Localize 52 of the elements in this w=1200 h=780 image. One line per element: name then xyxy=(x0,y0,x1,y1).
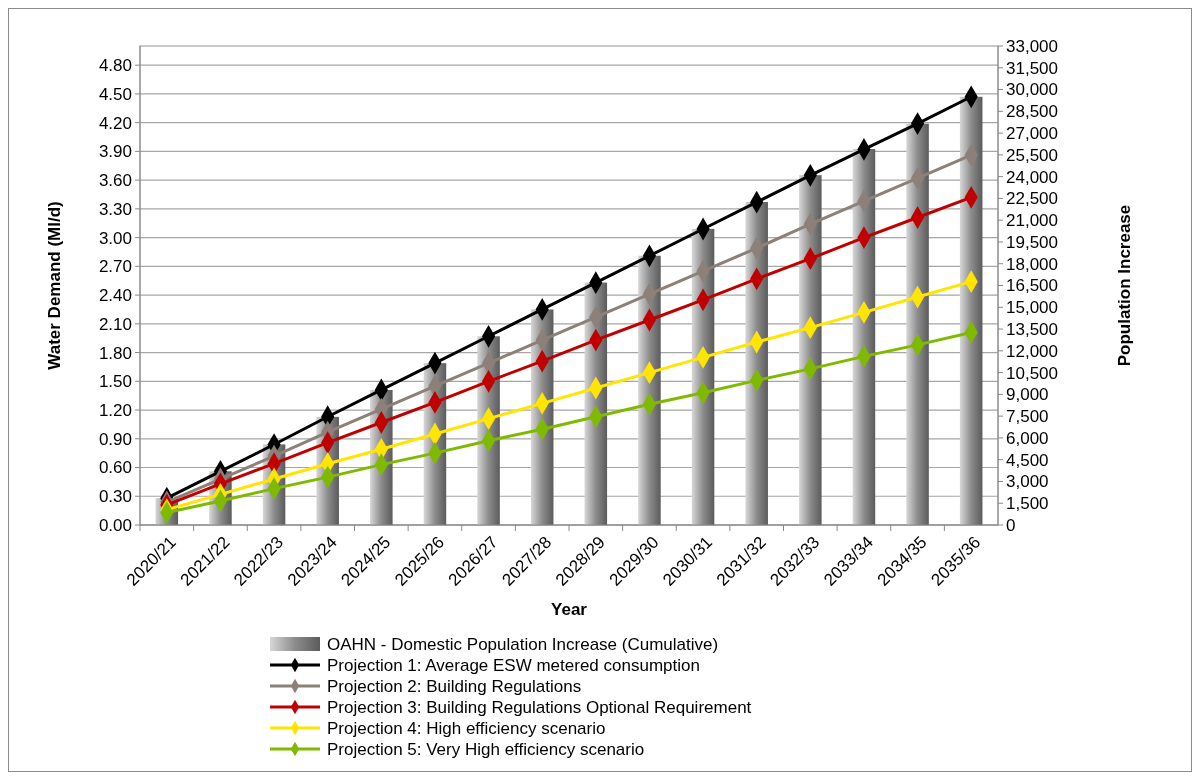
y2-tick-label: 1,500 xyxy=(1006,494,1049,514)
y2-tick-label: 15,000 xyxy=(1006,298,1058,318)
y2-tick-label: 12,000 xyxy=(1006,341,1058,361)
y-tick-label: 2.40 xyxy=(98,286,132,306)
legend-label: OAHN - Domestic Population Increase (Cumulative) xyxy=(327,634,719,654)
legend-label: Projection 1: Average ESW metered consumption xyxy=(327,655,700,675)
y-tick-label: 3.90 xyxy=(98,142,132,162)
y-tick-label: 4.50 xyxy=(98,84,132,104)
y2-tick-label: 25,500 xyxy=(1006,145,1058,165)
y-tick-label: 4.80 xyxy=(98,56,132,76)
y-tick-label: 3.00 xyxy=(98,228,132,248)
y-tick-label: 1.50 xyxy=(98,372,132,392)
legend-label: Projection 3: Building Regulations Optional Requirement xyxy=(327,697,752,717)
y2-tick-label: 4,500 xyxy=(1006,450,1049,470)
legend-label: Projection 2: Building Regulations xyxy=(327,676,582,696)
y2-tick-label: 28,500 xyxy=(1006,102,1058,122)
y2-tick-label: 9,000 xyxy=(1006,385,1049,405)
y2-tick-label: 13,500 xyxy=(1006,320,1058,339)
y-tick-label: 3.30 xyxy=(98,199,132,219)
y2-tick-label: 18,000 xyxy=(1006,254,1058,274)
y-axis-title: Water Demand (Ml/d) xyxy=(45,201,64,370)
y-tick-label: 0.90 xyxy=(98,429,132,449)
legend-label: Projection 5: Very High efficiency scenario xyxy=(327,739,645,759)
y-tick-label: 0.00 xyxy=(98,515,132,535)
y2-tick-label: 24,000 xyxy=(1006,167,1058,187)
x-axis-title: Year xyxy=(551,600,588,619)
y2-tick-label: 22,500 xyxy=(1006,189,1058,209)
bar xyxy=(906,123,929,525)
y2-axis-title: Population Increase xyxy=(1115,204,1134,367)
y2-tick-label: 30,000 xyxy=(1006,80,1058,100)
y-tick-label: 1.80 xyxy=(98,343,132,363)
y2-tick-label: 33,000 xyxy=(1006,36,1058,56)
y-tick-label: 3.60 xyxy=(98,171,132,191)
bar xyxy=(959,96,983,525)
y-tick-label: 0.60 xyxy=(98,458,132,478)
y2-tick-label: 16,500 xyxy=(1006,276,1058,296)
y2-tick-label: 0 xyxy=(1006,515,1016,535)
y-tick-label: 2.10 xyxy=(98,314,132,334)
y2-tick-label: 3,000 xyxy=(1006,472,1049,492)
y2-tick-label: 7,500 xyxy=(1006,407,1049,427)
y-tick-label: 0.30 xyxy=(98,487,132,507)
legend-label: Projection 4: High efficiency scenario xyxy=(327,718,606,738)
y2-tick-label: 31,500 xyxy=(1006,58,1058,78)
y2-tick-label: 27,000 xyxy=(1006,124,1058,144)
y-tick-label: 2.70 xyxy=(98,257,132,277)
y2-tick-label: 10,500 xyxy=(1006,363,1058,383)
y-tick-label: 1.20 xyxy=(98,400,132,420)
y2-tick-label: 19,500 xyxy=(1006,232,1058,252)
y-tick-label: 4.20 xyxy=(98,113,132,133)
bar xyxy=(852,149,876,525)
y2-tick-label: 6,000 xyxy=(1006,428,1049,448)
y2-tick-label: 21,000 xyxy=(1006,211,1058,231)
